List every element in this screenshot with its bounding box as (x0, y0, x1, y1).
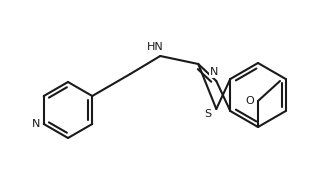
Text: HN: HN (147, 42, 164, 52)
Text: N: N (210, 67, 218, 77)
Text: S: S (205, 109, 212, 119)
Text: N: N (32, 119, 40, 129)
Text: O: O (246, 96, 254, 106)
